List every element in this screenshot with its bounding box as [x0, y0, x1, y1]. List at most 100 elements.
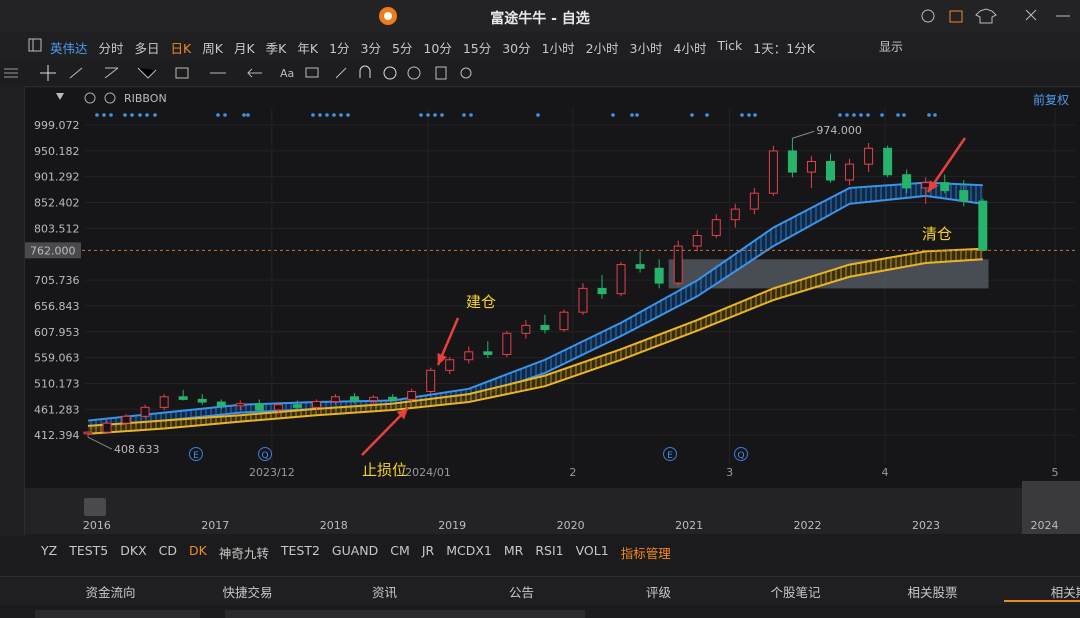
indicator-tab[interactable]: JR — [421, 543, 435, 558]
period-button[interactable]: 1小时 — [541, 41, 575, 56]
candle-body — [730, 208, 740, 221]
candle-body — [502, 332, 512, 355]
signal-dot — [705, 113, 709, 117]
period-button[interactable]: 3分 — [360, 41, 381, 56]
low-leader — [87, 436, 113, 450]
adjust-mode[interactable]: 前复权 — [1033, 93, 1070, 107]
period-button[interactable]: 日K — [170, 41, 192, 56]
indicator-tab[interactable]: 神奇九转 — [218, 546, 269, 561]
period-button[interactable]: 3小时 — [629, 41, 663, 56]
period-selector: 英伟达 分时 多日 日K 周K 月K 季K 年K 1分 3分 5分 10分 15分 30分 1小时 2小时 3小… — [50, 38, 815, 57]
period-button[interactable]: 10分 — [423, 41, 452, 56]
signal-dot — [690, 113, 694, 117]
candle-body — [121, 415, 131, 424]
period-button[interactable]: 多日 — [134, 41, 160, 56]
candle-body — [388, 396, 398, 400]
indicator-tab[interactable]: CM — [390, 543, 410, 558]
period-button[interactable]: 4小时 — [673, 41, 707, 56]
eye-icon[interactable] — [104, 92, 116, 104]
y-tick-label: 559.063 — [34, 352, 80, 365]
settings-icon[interactable] — [84, 92, 96, 104]
period-button[interactable]: 15分 — [462, 41, 492, 56]
candle-body — [540, 324, 550, 331]
period-button[interactable]: 30分 — [502, 41, 531, 56]
display-menu[interactable]: 显示 — [879, 40, 904, 54]
candle-body — [292, 404, 302, 408]
bottom-tab[interactable]: 相关股票 — [907, 585, 958, 600]
indicator-tab[interactable]: YZ — [41, 543, 58, 558]
navigator-year: 2016 — [83, 519, 111, 532]
period-button[interactable]: 1分 — [329, 41, 350, 56]
bottom-tab[interactable]: 资讯 — [371, 585, 397, 600]
low-label: 408.633 — [114, 443, 160, 456]
period-button[interactable]: 5分 — [391, 41, 413, 56]
navigator-year: 2018 — [320, 519, 348, 532]
period-button[interactable]: 周K — [202, 41, 223, 56]
bottom-tab[interactable]: 评级 — [645, 585, 671, 600]
y-tick-label: 999.072 — [34, 119, 80, 132]
left-sidebar — [0, 86, 25, 536]
arrow-head — [928, 180, 939, 192]
indicator-tab[interactable]: 指标管理 — [620, 546, 671, 561]
event-label: E — [193, 451, 199, 461]
candle-body — [216, 401, 226, 407]
event-badge — [663, 447, 678, 461]
signal-dot — [95, 113, 99, 117]
indicator-tab[interactable]: TEST5 — [69, 543, 109, 558]
candle-body — [787, 150, 797, 173]
indicator-tab[interactable]: DKX — [120, 543, 147, 558]
period-button[interactable]: 1天：1分K — [753, 41, 815, 56]
panel-bar — [225, 610, 585, 618]
signal-dot — [635, 113, 639, 117]
navigator-handle[interactable] — [84, 498, 106, 516]
x-tick-label: 2 — [569, 466, 576, 479]
signal-dot — [611, 113, 615, 117]
candle-body — [407, 390, 417, 400]
signal-dot — [153, 113, 157, 117]
annotation: 清仓 — [922, 225, 952, 243]
indicator-tab[interactable]: GUAND — [331, 543, 379, 558]
bottom-tab[interactable]: 相关期 — [1050, 585, 1080, 600]
period-button[interactable]: 分时 — [98, 41, 124, 56]
ribbon-line — [87, 194, 983, 430]
indicator-name[interactable]: RIBBON — [124, 92, 167, 105]
navigator[interactable] — [25, 488, 1080, 534]
y-tick-label: 950.182 — [34, 145, 80, 158]
collapse-icon[interactable] — [56, 93, 64, 100]
bottom-tab[interactable]: 公告 — [508, 585, 534, 600]
bottom-tab[interactable]: 快捷交易 — [222, 585, 273, 600]
period-button[interactable]: 季K — [265, 41, 287, 56]
signal-dot — [753, 113, 757, 117]
signal-dot — [880, 113, 884, 117]
candle-body — [464, 351, 474, 361]
bottom-tab[interactable]: 个股笔记 — [770, 585, 821, 600]
navigator-window[interactable] — [1022, 481, 1080, 534]
tool-icons[interactable]: Aa — [0, 62, 480, 84]
indicator-tab[interactable]: MR — [503, 543, 524, 558]
period-button[interactable]: 年K — [297, 41, 319, 56]
indicator-tab[interactable]: CD — [158, 543, 178, 558]
signal-dot — [130, 113, 134, 117]
indicator-tab[interactable]: VOL1 — [575, 543, 609, 558]
candle-body — [254, 403, 264, 411]
period-button[interactable]: 月K — [233, 41, 255, 56]
svg-text:Aa: Aa — [280, 67, 294, 80]
layout-icon[interactable] — [28, 38, 42, 52]
candle-body — [692, 235, 702, 247]
navigator-year: 2023 — [912, 519, 940, 532]
stock-name[interactable]: 英伟达 — [50, 41, 88, 56]
candle-body — [426, 369, 436, 392]
signal-dot — [536, 113, 540, 117]
indicator-tab[interactable]: TEST2 — [280, 543, 320, 558]
bottom-tab[interactable]: 资金流向 — [85, 585, 136, 600]
event-label: Q — [737, 451, 744, 461]
high-label: 974.000 — [816, 124, 862, 137]
indicator-tab[interactable]: DK — [189, 543, 207, 558]
high-leader — [792, 130, 815, 139]
window-controls[interactable] — [918, 6, 1078, 26]
period-button[interactable]: 2小时 — [585, 41, 619, 56]
indicator-tab[interactable]: RSI1 — [535, 543, 564, 558]
period-button[interactable]: Tick — [717, 38, 743, 53]
indicator-tab[interactable]: MCDX1 — [446, 543, 492, 558]
candle-body — [768, 150, 778, 194]
